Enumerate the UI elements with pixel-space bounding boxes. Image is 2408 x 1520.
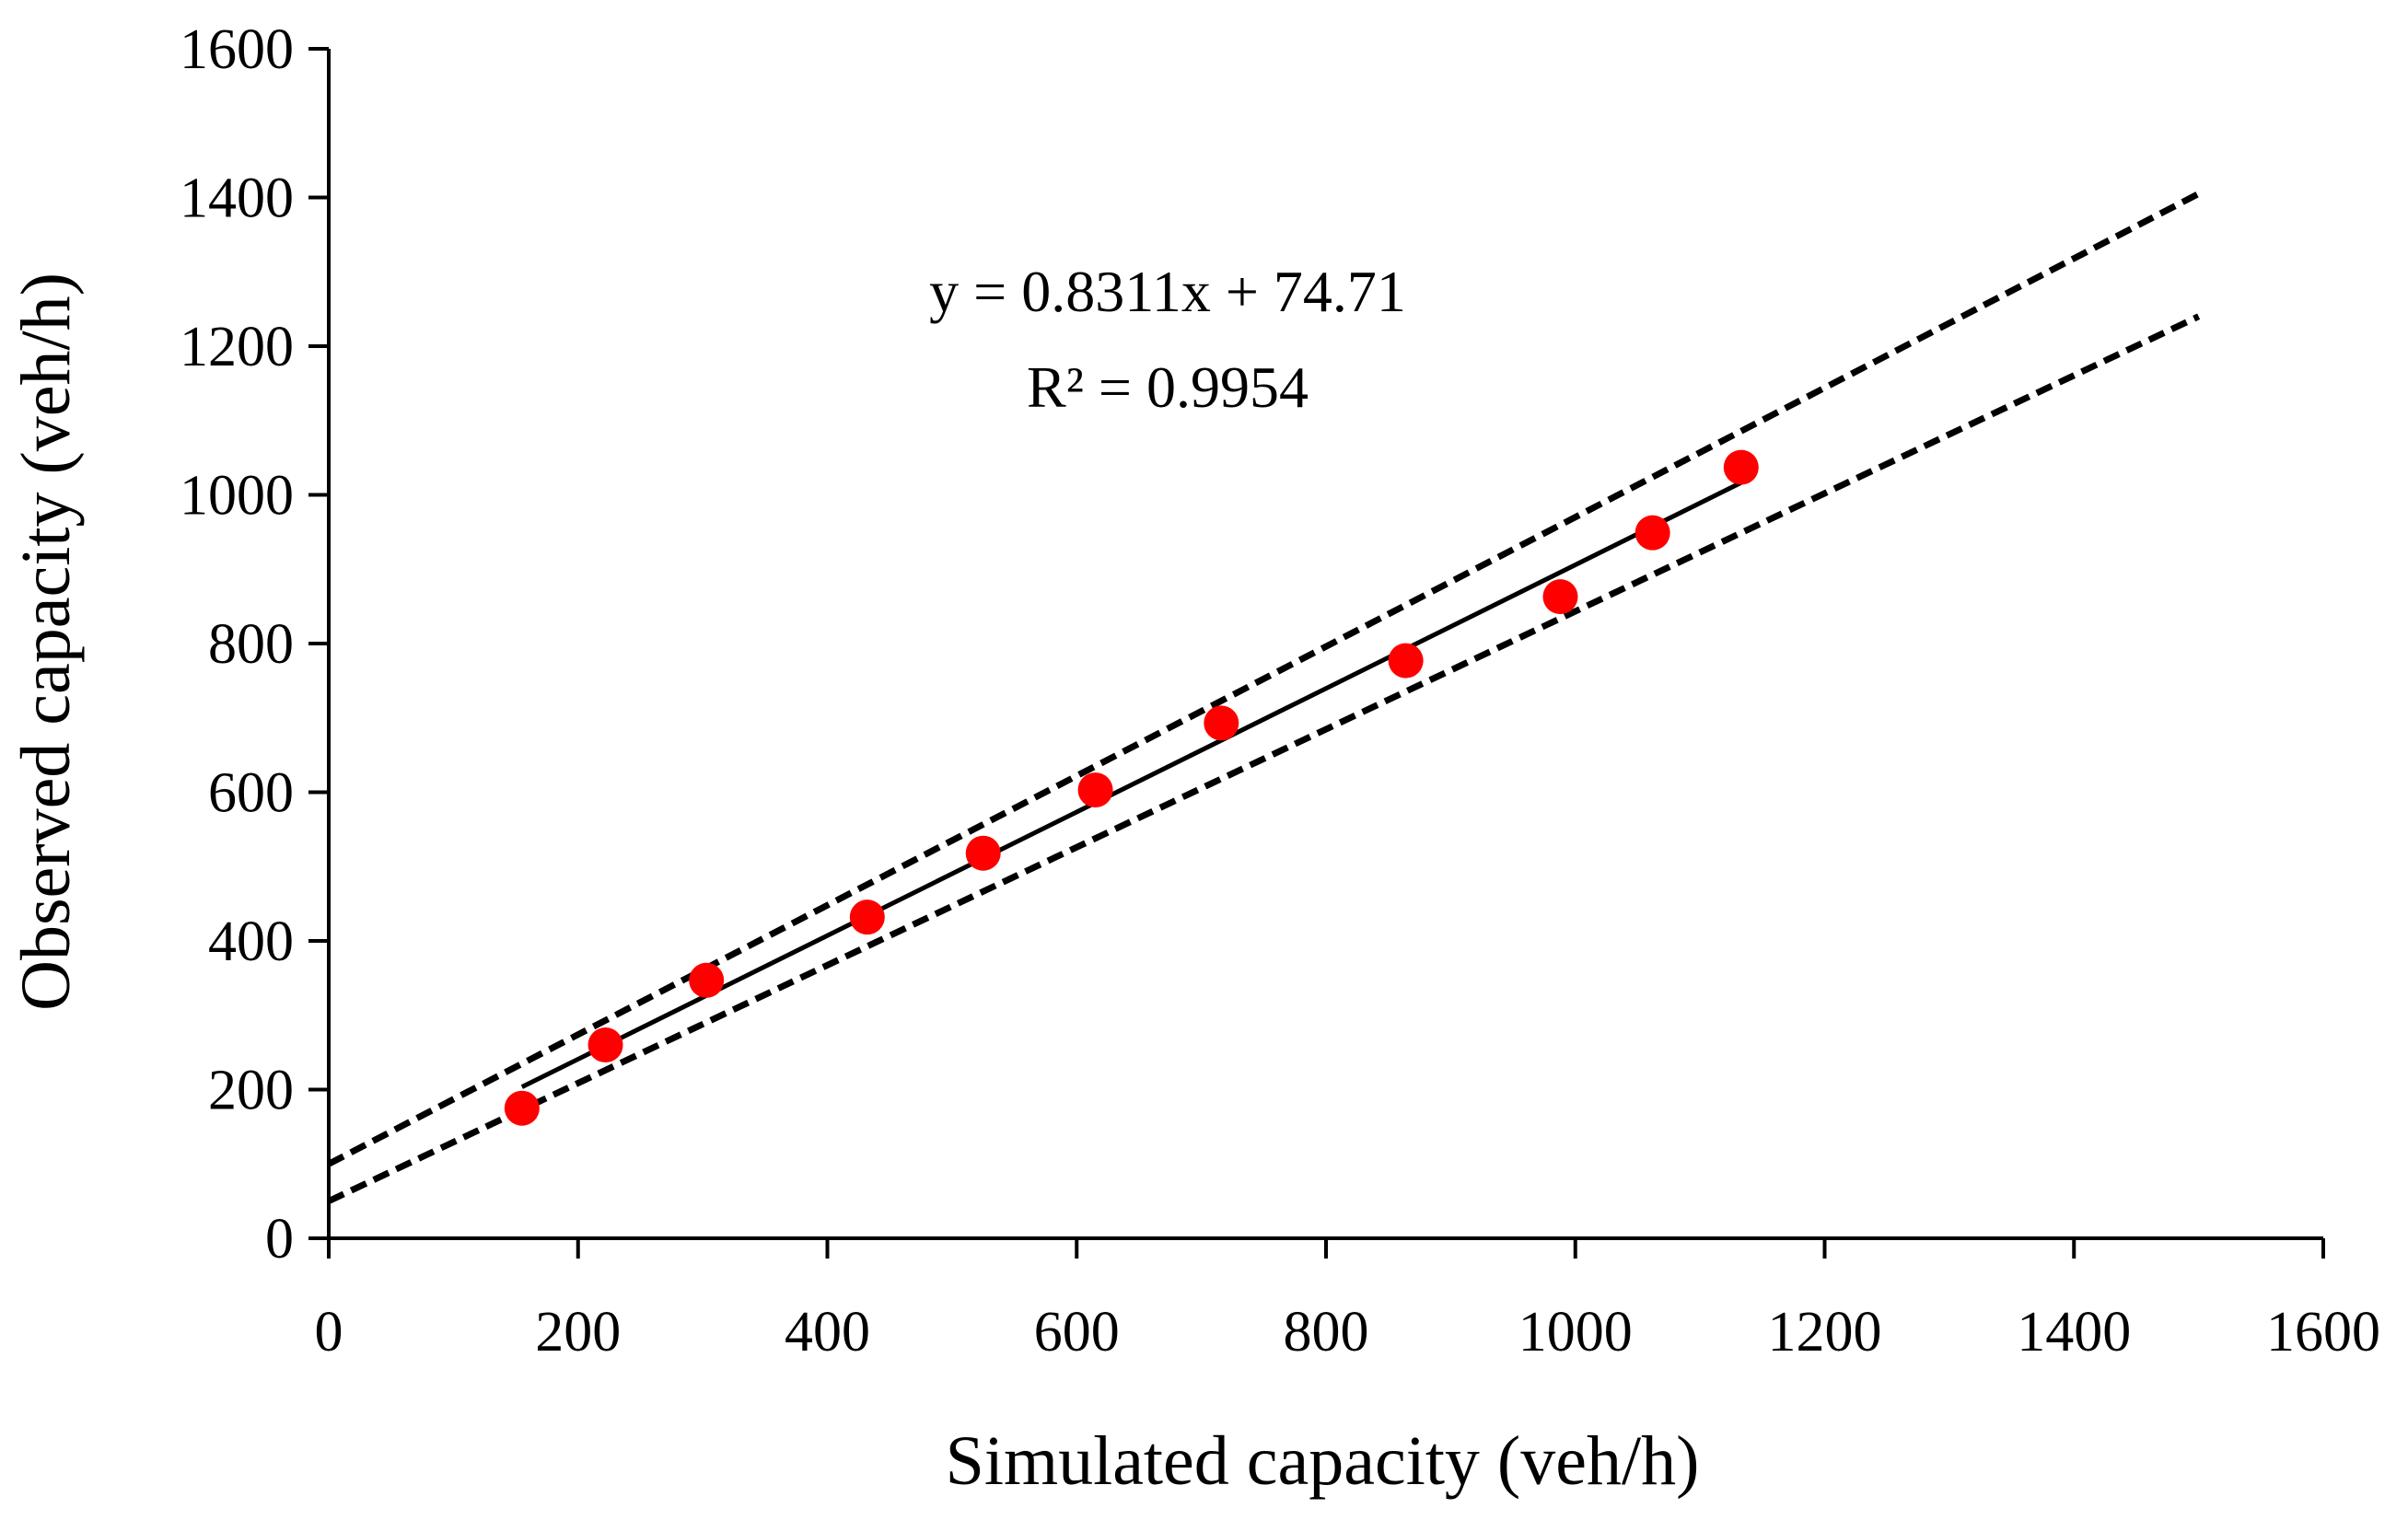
y-axis-title: Observed capacity (veh/h) bbox=[7, 273, 85, 1011]
data-point bbox=[1723, 449, 1759, 485]
x-tick-label: 0 bbox=[315, 1301, 343, 1363]
points-layer bbox=[504, 449, 1759, 1126]
y-tick-label: 0 bbox=[265, 1208, 294, 1271]
y-tick-label: 1000 bbox=[180, 465, 294, 528]
y-tick-label: 1600 bbox=[180, 18, 294, 81]
x-tick-label: 1400 bbox=[2017, 1301, 2131, 1363]
y-tick-label: 400 bbox=[208, 911, 294, 973]
data-point bbox=[587, 1027, 623, 1063]
trendline bbox=[520, 481, 1742, 1089]
x-tick-label: 1600 bbox=[2266, 1301, 2380, 1363]
x-tick-label: 800 bbox=[1284, 1301, 1369, 1363]
data-point bbox=[1388, 643, 1424, 679]
data-point bbox=[689, 962, 725, 998]
x-tick-label: 600 bbox=[1034, 1301, 1120, 1363]
data-point bbox=[1204, 705, 1239, 741]
x-tick-label: 1200 bbox=[1768, 1301, 1882, 1363]
data-point bbox=[849, 899, 885, 935]
trendline-layer bbox=[520, 481, 1742, 1089]
axes-layer bbox=[308, 47, 2325, 1259]
data-point bbox=[1634, 515, 1670, 551]
x-tick-label: 200 bbox=[535, 1301, 621, 1363]
x-tick-label: 400 bbox=[785, 1301, 870, 1363]
y-tick-label: 800 bbox=[208, 613, 294, 676]
x-tick-label: 1000 bbox=[1518, 1301, 1633, 1363]
y-tick-label: 600 bbox=[208, 762, 294, 825]
y-tick-label: 200 bbox=[208, 1060, 294, 1122]
equation-annotation: y = 0.8311x + 74.71 bbox=[929, 259, 1406, 324]
upper-bound-line bbox=[327, 191, 2201, 1167]
bounds-layer bbox=[327, 191, 2201, 1204]
data-point bbox=[504, 1090, 540, 1126]
x-axis-title: Simulated capacity (veh/h) bbox=[946, 1422, 1700, 1500]
data-point bbox=[1542, 579, 1578, 615]
lower-bound-line bbox=[327, 313, 2201, 1204]
y-tick-label: 1200 bbox=[180, 316, 294, 378]
data-point bbox=[1077, 772, 1113, 808]
y-tick-label: 1400 bbox=[180, 168, 294, 230]
tick-labels-layer: 0 200 400 600 800 1000 1200 1400 1600 0 200 400 600 8… bbox=[180, 18, 2380, 1363]
data-point bbox=[965, 835, 1001, 871]
r-squared-annotation: R² = 0.9954 bbox=[1027, 354, 1309, 420]
